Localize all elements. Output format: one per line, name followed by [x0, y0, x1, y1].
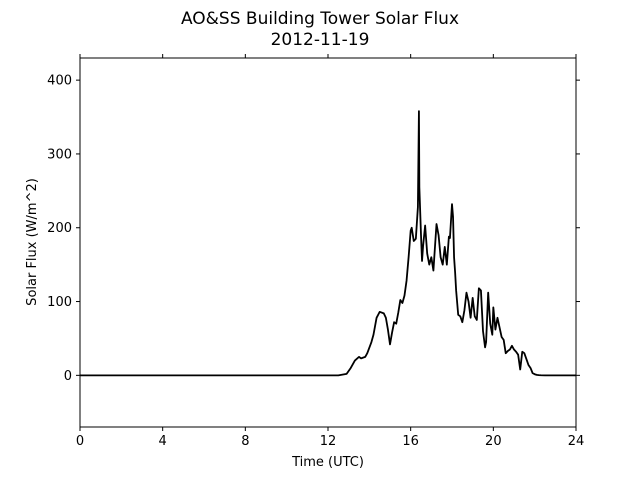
x-tick-label-0: 0: [76, 434, 84, 449]
x-tick-label-20: 20: [485, 434, 502, 449]
y-tick-label-300: 300: [47, 147, 72, 162]
x-axis-ticks: 0 4 8 12 16 20 24: [76, 54, 584, 449]
plot-area-frame: [79, 57, 577, 428]
x-tick-label-24: 24: [568, 434, 585, 449]
y-axis-label: Solar Flux (W/m^2): [25, 178, 40, 306]
x-tick-label-8: 8: [241, 434, 249, 449]
x-tick-label-12: 12: [320, 434, 337, 449]
y-axis-ticks: 0 100 200 300 400: [47, 74, 580, 384]
y-tick-label-100: 100: [47, 295, 72, 310]
x-tick-label-4: 4: [159, 434, 167, 449]
solar-flux-series-line: [80, 110, 576, 377]
y-tick-label-200: 200: [47, 221, 72, 236]
chart-subtitle: 2012-11-19: [271, 30, 370, 50]
y-tick-label-0: 0: [64, 369, 72, 384]
chart-title: AO&SS Building Tower Solar Flux: [181, 9, 459, 29]
x-tick-label-16: 16: [402, 434, 419, 449]
x-axis-label: Time (UTC): [291, 455, 364, 470]
y-tick-label-400: 400: [47, 74, 72, 89]
